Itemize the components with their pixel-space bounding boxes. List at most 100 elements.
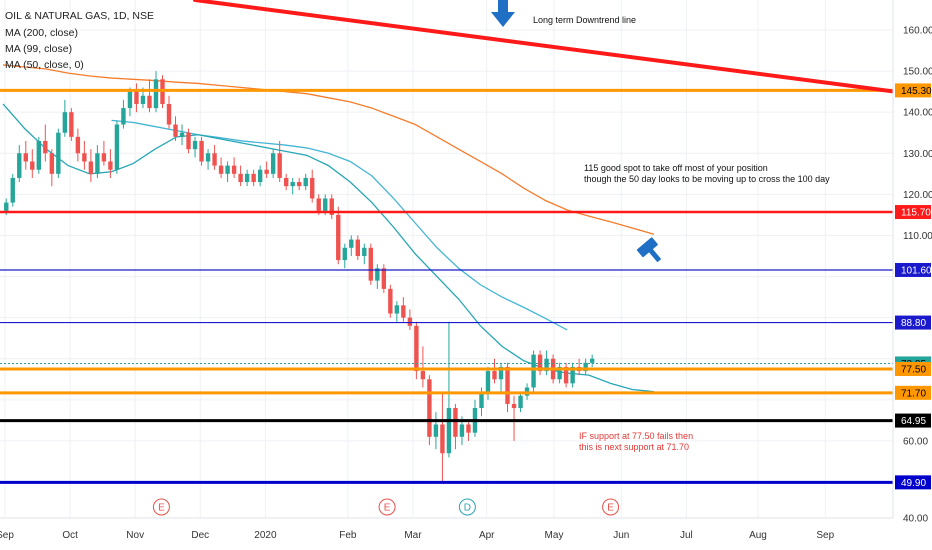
level-badge-label: 115.70 xyxy=(901,208,931,219)
event-marker-label: E xyxy=(607,503,614,514)
candle-body xyxy=(388,288,393,314)
candle-body xyxy=(186,132,191,150)
event-marker-label: D xyxy=(464,503,471,514)
candle-body xyxy=(329,198,334,215)
x-tick-label: Feb xyxy=(339,530,357,541)
y-tick-label: 110.00 xyxy=(903,231,932,242)
event-marker[interactable] xyxy=(602,498,620,516)
candle-body xyxy=(283,177,289,187)
level-badge xyxy=(895,205,931,220)
candle-body xyxy=(407,317,413,326)
candle-body xyxy=(147,95,152,109)
event-marker[interactable] xyxy=(458,498,476,516)
candle-body xyxy=(4,202,9,211)
y-tick-label: 40.00 xyxy=(903,514,928,525)
x-tick-label: Oct xyxy=(62,530,78,541)
y-tick-label: 140.00 xyxy=(903,108,932,119)
level-badge xyxy=(895,362,931,376)
candle-body xyxy=(394,305,400,314)
candle-body xyxy=(440,424,445,454)
candle-body xyxy=(69,112,74,137)
candle-body xyxy=(511,403,517,409)
y-tick-label: 130.00 xyxy=(903,149,932,160)
candle-body xyxy=(244,173,250,183)
legend-ma-50[interactable]: MA (50, close, 0) xyxy=(5,59,84,71)
candle-body xyxy=(36,140,42,170)
support-note-line1: IF support at 77.50 fails then xyxy=(579,431,693,441)
x-tick-labels: Sep Oct Nov Dec 2020 Feb Mar Apr May Jun Jul Aug Sep xyxy=(0,530,835,541)
level-badges: 145.30115.70101.6088.8078.8577.5071.7064… xyxy=(895,83,932,490)
legend-ma-99[interactable]: MA (99, close) xyxy=(5,43,72,55)
level-badge-label: 49.90 xyxy=(901,478,926,489)
candle-body xyxy=(485,371,491,392)
ma-line xyxy=(2,103,655,393)
candle-body xyxy=(433,424,439,437)
candle-body xyxy=(401,305,406,318)
annotations[interactable]: Long term Downtrend line 115 good spot t… xyxy=(491,0,830,452)
candle-body xyxy=(75,136,81,154)
candle-body xyxy=(420,371,426,380)
candle-body xyxy=(297,182,302,187)
x-tick-label: Nov xyxy=(126,530,144,541)
spot-note-line1: 115 good spot to take off most of your p… xyxy=(584,163,768,173)
chart-grid xyxy=(0,0,893,518)
candle-body xyxy=(589,358,595,363)
candle-body xyxy=(349,239,354,248)
event-marker-label: E xyxy=(158,503,165,514)
candle-body xyxy=(257,169,263,183)
candle-body xyxy=(459,424,465,437)
ma-line xyxy=(2,64,655,235)
candle-body xyxy=(225,165,230,174)
downtrend-line[interactable] xyxy=(193,0,895,94)
legend-ma-200[interactable]: MA (200, close) xyxy=(5,27,78,39)
level-badge-label: 64.95 xyxy=(901,416,926,427)
event-marker[interactable] xyxy=(152,498,170,516)
y-tick-label: 150.00 xyxy=(903,67,932,78)
candle-body xyxy=(88,161,94,174)
x-tick-label: 2020 xyxy=(254,530,277,541)
candle-body xyxy=(355,239,360,256)
candle-body xyxy=(56,132,61,174)
candle-body xyxy=(231,165,237,174)
candle-body xyxy=(342,247,347,261)
x-tick-label: May xyxy=(545,530,564,541)
x-tick-label: Aug xyxy=(749,530,767,541)
candle-body xyxy=(381,268,387,289)
candle-body xyxy=(518,395,523,409)
candle-body xyxy=(537,354,543,372)
downtrend-layer[interactable] xyxy=(193,0,895,94)
candle-body xyxy=(368,247,374,281)
event-marker[interactable] xyxy=(378,498,396,516)
level-badge-label: 101.60 xyxy=(901,265,932,276)
x-tick-label: Mar xyxy=(404,530,422,541)
price-scale[interactable]: 160.00 150.00 140.00 130.00 120.00 110.00 60.0… xyxy=(892,0,932,525)
candle-body xyxy=(466,424,471,433)
candle-body xyxy=(114,124,120,170)
candle-body xyxy=(127,91,133,109)
candle-body xyxy=(101,153,107,162)
candle-body xyxy=(121,108,126,125)
down-arrow-icon[interactable] xyxy=(491,0,515,27)
horizontal-levels[interactable] xyxy=(0,88,893,484)
candle-body xyxy=(108,161,113,170)
candle-body xyxy=(277,153,282,178)
candle-body xyxy=(30,161,35,170)
candle-body xyxy=(544,358,549,372)
candle-body xyxy=(179,132,185,137)
level-badge xyxy=(895,475,931,490)
candle-body xyxy=(82,153,87,162)
gavel-icon[interactable] xyxy=(636,237,666,267)
candle-body xyxy=(479,391,484,409)
candle-body xyxy=(62,112,68,133)
candle-body xyxy=(10,177,15,203)
time-scale[interactable]: Sep Oct Nov Dec 2020 Feb Mar Apr May Jun Jul Aug Sep xyxy=(0,517,893,541)
candle-body xyxy=(492,371,497,380)
level-badge-label: 145.30 xyxy=(901,86,932,97)
candle-body xyxy=(563,366,569,384)
level-badge xyxy=(895,385,931,400)
candle-body xyxy=(153,79,159,109)
level-badge xyxy=(895,262,931,277)
candle-body xyxy=(166,103,172,125)
